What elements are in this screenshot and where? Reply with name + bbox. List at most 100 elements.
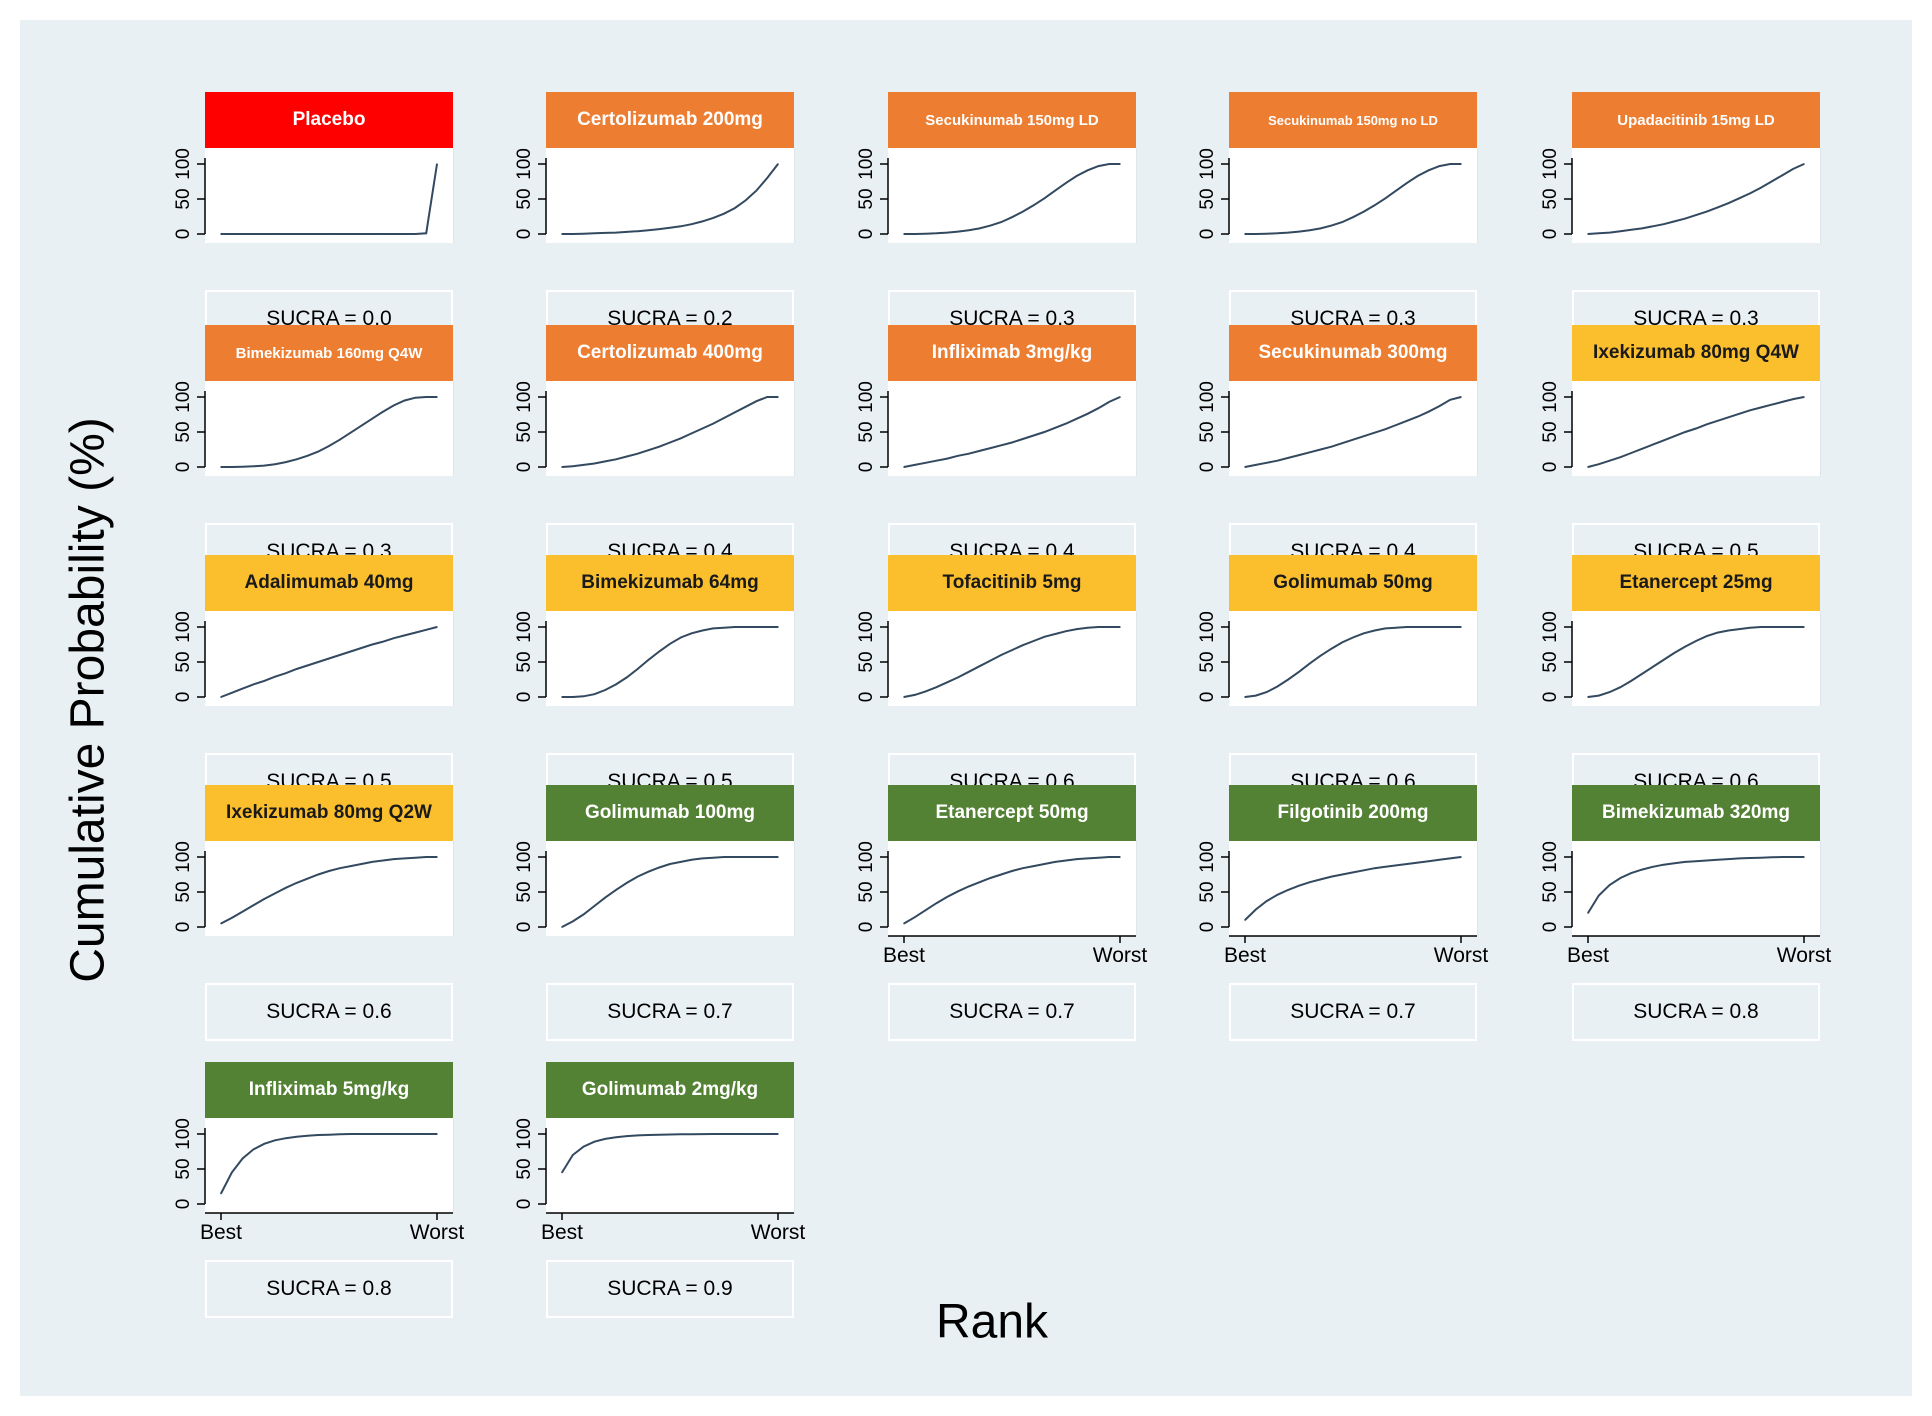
y-tick-label: 100 [173, 611, 194, 643]
rank-point [1760, 856, 1762, 859]
rank-point [914, 916, 916, 918]
rank-point [360, 1133, 363, 1135]
rank-point [744, 1133, 747, 1135]
rank-point [252, 465, 255, 468]
y-tick-label: 0 [1197, 692, 1218, 703]
y-tick-label: 50 [514, 881, 535, 902]
sucra-label: SUCRA = 0.7 [1229, 983, 1477, 1041]
rank-point [1287, 678, 1289, 681]
panel-chart-svg: 0 50 100 [514, 611, 779, 702]
rank-point [263, 1143, 265, 1145]
rank-point [946, 457, 948, 460]
rank-point [1652, 443, 1654, 446]
rank-point [744, 626, 747, 628]
y-tick-label: 100 [1197, 611, 1218, 643]
rank-point [285, 461, 287, 463]
rank-point [1438, 405, 1441, 407]
rank-point [1803, 163, 1805, 165]
rank-point [1022, 867, 1024, 869]
y-tick-label: 100 [173, 381, 194, 413]
rank-point [1641, 868, 1643, 871]
rank-point [393, 404, 395, 407]
rank-point [425, 629, 428, 631]
rank-point [1706, 210, 1708, 213]
cumulative-rank-curve [220, 1133, 437, 1194]
rank-point [1460, 163, 1462, 165]
rank-point [978, 227, 981, 230]
panel-chart-svg: 0 50 100 [514, 841, 779, 932]
rank-point [403, 233, 406, 235]
rank-point [1011, 870, 1013, 872]
rank-point [360, 424, 363, 427]
rank-point [1619, 230, 1622, 232]
cumulative-rank-curve [220, 856, 437, 925]
rank-point [220, 1192, 222, 1195]
rank-point [360, 233, 363, 235]
rank-point [1108, 856, 1110, 858]
rank-point [349, 865, 352, 867]
sucra-label: SUCRA = 0.7 [546, 983, 794, 1041]
rank-panel: Certolizumab 200mg SUCRA = 0.2 0 50 100 [486, 92, 866, 348]
rank-point [1792, 168, 1794, 170]
rank-point [1330, 875, 1333, 878]
panel-title: Infliximab 3mg/kg [888, 325, 1136, 381]
rank-panel: Infliximab 3mg/kg SUCRA = 0.4 0 50 100 [828, 325, 1208, 581]
rank-point [903, 466, 905, 468]
rank-point [712, 217, 714, 219]
rank-point [382, 859, 384, 862]
rank-point [1460, 626, 1462, 628]
y-tick-label: 100 [1197, 148, 1218, 180]
plot-area [1229, 381, 1478, 476]
rank-point [295, 458, 298, 461]
rank-point [1265, 462, 1268, 464]
plot-area [888, 841, 1137, 936]
rank-point [1619, 686, 1622, 688]
x-tick-label-best: Best [541, 1221, 583, 1244]
rank-point [1641, 448, 1643, 450]
rank-point [744, 406, 747, 408]
rank-point [1086, 169, 1089, 172]
rank-point [1630, 229, 1632, 231]
rank-point [626, 455, 628, 458]
rank-point [744, 856, 747, 858]
panel-title: Bimekizumab 160mg Q4W [205, 325, 453, 381]
rank-point [1417, 415, 1419, 418]
rank-point [615, 1136, 617, 1138]
rank-point [1662, 659, 1665, 661]
rank-point [1716, 859, 1719, 861]
rank-point [339, 438, 341, 441]
rank-point [274, 463, 276, 465]
rank-point [957, 455, 959, 457]
rank-point [1695, 214, 1697, 216]
rank-point [1309, 229, 1311, 231]
rank-point [414, 233, 417, 235]
rank-point [1097, 165, 1100, 167]
rank-point [1770, 856, 1773, 859]
plot-area [205, 841, 454, 936]
rank-point [1011, 441, 1013, 444]
rank-point [615, 889, 617, 891]
y-tick-label: 0 [173, 922, 194, 933]
rank-point [360, 863, 363, 865]
y-tick-label: 100 [514, 611, 535, 643]
rank-point [968, 671, 970, 673]
rank-point [647, 229, 650, 231]
rank-panel: Golimumab 50mg SUCRA = 0.6 0 50 100 [1169, 555, 1549, 811]
rank-point [690, 1133, 693, 1135]
rank-point [1738, 628, 1740, 630]
y-tick-label: 50 [1540, 881, 1561, 902]
rank-point [1255, 464, 1257, 466]
rank-point [285, 672, 287, 674]
rank-point [593, 693, 596, 695]
cumulative-rank-curve [1244, 856, 1462, 921]
rank-point [1022, 644, 1024, 646]
y-tick-label: 100 [1197, 841, 1218, 873]
y-tick-label: 0 [856, 922, 877, 933]
rank-point [1054, 861, 1056, 863]
rank-point [1108, 163, 1110, 165]
rank-point [1460, 856, 1462, 858]
rank-point [1749, 626, 1751, 629]
y-axis-label: Cumulative Probability (%) [61, 417, 115, 983]
panel-chart-svg: 0 50 100 Best Worst [1197, 841, 1488, 967]
rank-point [1608, 691, 1611, 693]
